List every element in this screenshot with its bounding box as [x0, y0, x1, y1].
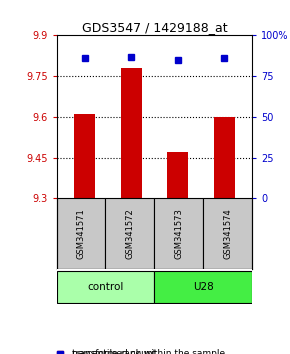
Bar: [167, 152, 188, 198]
Text: transformed count: transformed count: [72, 349, 157, 354]
Bar: [74, 114, 95, 198]
Bar: [155, 198, 203, 269]
Bar: [214, 117, 235, 198]
Title: GDS3547 / 1429188_at: GDS3547 / 1429188_at: [81, 21, 227, 34]
Bar: [106, 198, 155, 269]
Text: GSM341572: GSM341572: [126, 208, 135, 259]
Bar: [121, 68, 142, 198]
Text: GSM341574: GSM341574: [223, 208, 232, 259]
Bar: [155, 271, 252, 303]
Bar: [57, 271, 155, 303]
Bar: [203, 198, 252, 269]
Text: GSM341571: GSM341571: [77, 208, 86, 259]
Text: percentile rank within the sample: percentile rank within the sample: [72, 349, 225, 354]
Text: GSM341573: GSM341573: [174, 208, 183, 259]
Text: control: control: [87, 282, 124, 292]
Text: U28: U28: [193, 282, 214, 292]
Bar: [57, 198, 106, 269]
